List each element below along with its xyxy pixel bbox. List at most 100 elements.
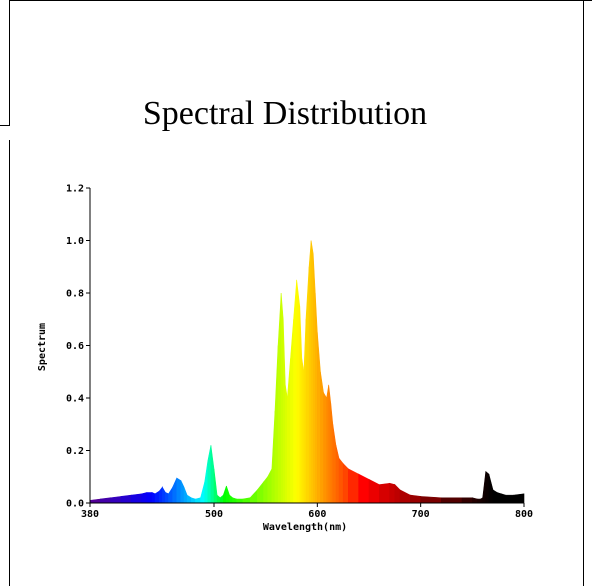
x-tick-label: 700	[412, 509, 430, 520]
spectrum-segment	[368, 478, 380, 504]
spectrum-segment	[154, 490, 160, 504]
spectrum-segment	[342, 462, 349, 504]
spectrum-segment	[249, 489, 258, 504]
spectrum-segment	[146, 492, 153, 504]
spectrum-segment	[277, 292, 282, 504]
spectrum-segment	[213, 468, 218, 504]
spectrum-segment	[410, 494, 421, 504]
spectrum-segment	[326, 384, 330, 504]
spectrum-segment	[158, 486, 163, 504]
frame-top-border	[9, 0, 592, 1]
spectrum-segment	[399, 489, 411, 504]
y-tick-label: 0.2	[66, 446, 84, 457]
y-tick-label: 0.4	[66, 394, 84, 405]
spectrum-segment	[110, 496, 122, 504]
spectrum-segment	[290, 319, 294, 504]
spectrum-segment	[323, 391, 327, 504]
spectrum-segment	[232, 497, 238, 504]
spectrum-segment	[242, 497, 251, 504]
x-tick-label: 800	[515, 509, 533, 520]
spectrum-segment	[317, 332, 321, 504]
spectrum-segment	[282, 319, 286, 504]
spectrum-segment	[513, 493, 525, 504]
spectrum-segment	[338, 457, 344, 504]
chart-title: Spectral Distribution	[142, 95, 428, 132]
spectrum-segment	[168, 486, 173, 504]
spectrum-segment	[200, 481, 205, 504]
y-tick-label: 0.0	[66, 499, 84, 510]
y-tick-label: 0.6	[66, 341, 84, 352]
spectrum-segment	[287, 358, 291, 504]
spectrum-segment	[472, 497, 478, 504]
spectrum-segment	[299, 306, 303, 504]
frame-left-border	[9, 0, 10, 125]
spectrum-segment	[461, 497, 473, 504]
spectrum-segment	[314, 292, 318, 504]
spectrum-segment	[500, 493, 506, 504]
spectrum-segment	[312, 253, 316, 504]
spectrum-segment	[190, 497, 196, 504]
spectrum-segment	[195, 497, 201, 504]
spectrum-segment	[496, 492, 502, 504]
spectrum-segment	[180, 480, 185, 504]
spectrum-segment	[328, 384, 332, 504]
spectrum-segment	[335, 445, 340, 504]
spectrum-segment	[488, 474, 494, 504]
spectrum-segment	[165, 492, 169, 504]
spectrum-segment	[305, 266, 310, 504]
spectrum-segment	[379, 482, 390, 504]
spectrum-segment	[492, 489, 498, 504]
spectrum-segment	[480, 497, 483, 504]
frame-left-notch	[0, 125, 10, 126]
spectrum-segment	[394, 483, 401, 504]
spectrum-segment	[89, 498, 101, 504]
spectrum-segment	[332, 424, 337, 504]
spectrum-segment	[131, 493, 142, 504]
spectrum-segment	[441, 497, 463, 504]
spectrum-segment	[219, 494, 224, 504]
spectrum-segment	[204, 460, 209, 504]
spectrum-segment	[267, 468, 273, 504]
spectrum-segment	[120, 494, 132, 504]
spectrum-segment	[223, 485, 227, 504]
y-tick-label: 0.8	[66, 289, 84, 300]
spectrum-segment	[330, 403, 334, 504]
spectrum-segment	[358, 473, 370, 504]
spectrum-segment	[420, 496, 442, 504]
spectrum-segment	[293, 279, 297, 504]
spectrum-segment	[207, 445, 212, 504]
spectrum-segment	[176, 477, 182, 504]
spectrum-segment	[308, 240, 312, 504]
spectrum-segment	[485, 470, 490, 504]
spectrum-segment	[271, 411, 276, 504]
y-tick-label: 1.0	[66, 236, 84, 247]
spectrum-segment	[296, 279, 301, 504]
spectrum-segment	[348, 468, 359, 504]
spectrum-segment	[301, 358, 305, 504]
spectrum-segment	[226, 485, 230, 504]
spectrum-segment	[477, 498, 481, 504]
x-tick-label: 380	[81, 509, 99, 520]
spectrum-segment	[183, 487, 188, 504]
spectrum-segment	[320, 371, 324, 504]
spectrum-segment	[389, 482, 396, 504]
spectrum-segment	[100, 497, 111, 504]
spectrum-segment	[229, 494, 233, 504]
spectrum-segment	[162, 486, 166, 504]
y-tick-label: 1.2	[66, 184, 84, 195]
spectrum-segment	[482, 471, 487, 504]
spectrum-segment	[284, 384, 288, 504]
y-axis-label: Spectrum	[37, 323, 48, 371]
spectrum-segment	[141, 492, 148, 504]
spectrum-segment	[151, 492, 156, 504]
spectrum-segment	[505, 494, 514, 504]
spectrum-segment	[274, 345, 279, 504]
spectrum-segment	[303, 319, 307, 504]
frame-left-border-lower	[9, 140, 10, 586]
spectrum-segment	[257, 481, 264, 504]
spectrum-area-group	[89, 240, 525, 504]
spectrum-segment	[186, 494, 192, 504]
spectrum-segment	[280, 292, 284, 504]
spectrum-segment	[210, 445, 215, 504]
